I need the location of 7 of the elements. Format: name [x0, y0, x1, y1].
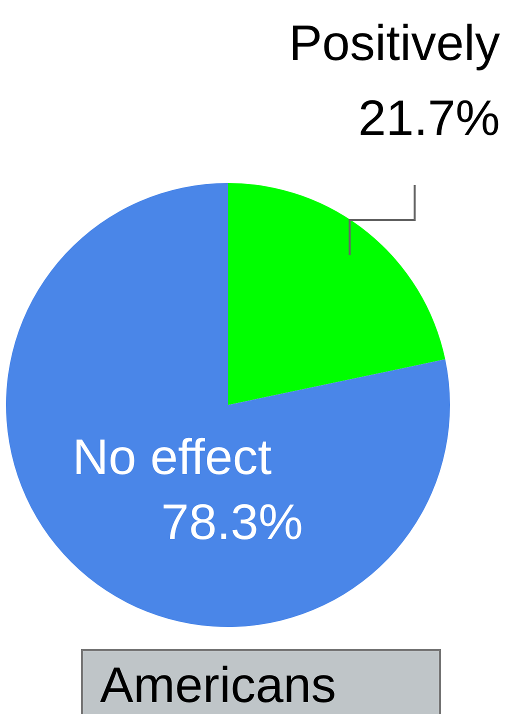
pie-slice — [6, 183, 450, 627]
data-label: 21.7% — [358, 90, 500, 146]
pie-slice — [228, 183, 446, 405]
text: Americans — [100, 657, 336, 713]
slice-label: Positively — [288, 15, 500, 71]
slice-label: No effect — [72, 428, 272, 485]
data-label: 78.3% — [161, 494, 303, 550]
